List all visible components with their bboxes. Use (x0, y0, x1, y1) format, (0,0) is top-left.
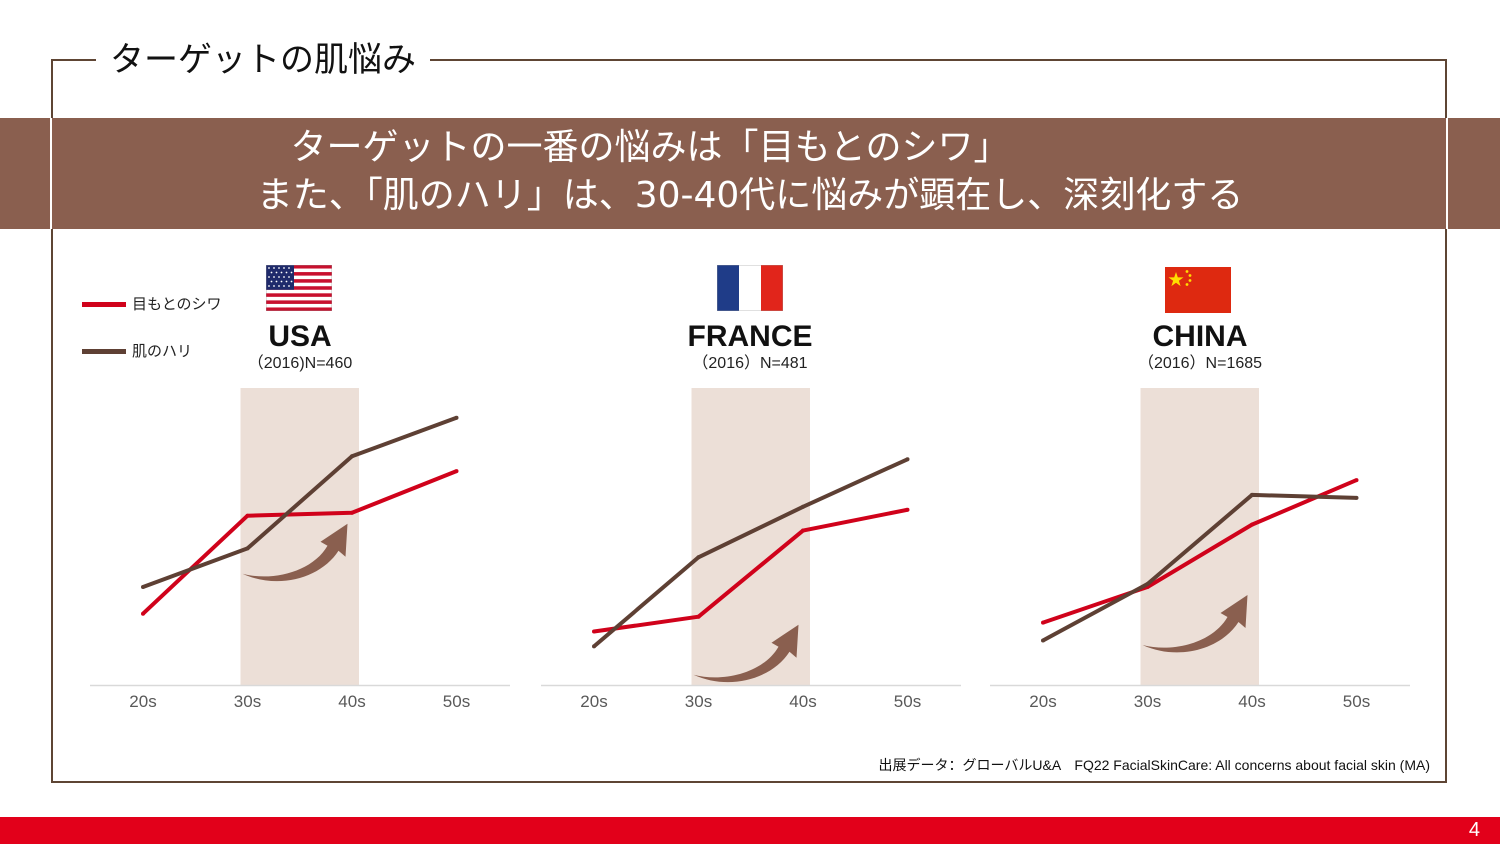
data-point (454, 415, 459, 420)
country-sample: （2016)N=460 (247, 355, 353, 372)
data-point (1145, 582, 1150, 587)
legend-swatch-firmness (82, 349, 126, 354)
data-point (592, 629, 596, 634)
data-point (801, 504, 805, 509)
x-tick-label: 50s (1343, 692, 1370, 711)
legend-item-wrinkle: 目もとのシワ (82, 294, 222, 314)
legend-item-firmness: 肌のハリ (82, 341, 192, 361)
france-flag-icon (717, 265, 783, 311)
data-point (801, 528, 805, 533)
content-frame (51, 59, 1447, 783)
country-header-france: FRANCE （2016）N=481 (630, 320, 870, 374)
data-point (454, 469, 459, 474)
series-line-firmness (592, 457, 909, 648)
data-point (1354, 478, 1359, 483)
data-point (1041, 638, 1045, 643)
x-tick-label: 30s (234, 692, 261, 711)
series-line-wrinkle (593, 507, 908, 634)
china-line-chart: 20s 30s 40s 50s (990, 388, 1410, 711)
trend-arrow-icon (1142, 594, 1248, 653)
trend-arrow-shape (693, 624, 799, 683)
x-tick-label: 20s (129, 692, 156, 711)
country-header-china: CHINA （2016）N=1685 (1080, 320, 1320, 374)
x-tick-label: 40s (338, 692, 365, 711)
usa-line-chart: 20s 30s 40s 50s (90, 388, 510, 711)
data-point (1354, 495, 1359, 500)
country-name: USA (268, 320, 332, 353)
data-point (592, 644, 596, 649)
x-tick-label: 40s (1238, 692, 1265, 711)
data-point (141, 611, 145, 616)
country-header-usa: USA （2016)N=460 (180, 320, 420, 374)
data-point (141, 584, 145, 589)
series-line-wrinkle (1042, 478, 1358, 625)
trend-arrow-icon (242, 523, 348, 582)
series-line-firmness (1042, 492, 1357, 643)
data-point (245, 513, 250, 518)
trend-arrow-shape (242, 523, 348, 582)
headline-line-1: ターゲットの一番の悩みは「目もとのシワ」 (290, 127, 1010, 168)
banner-left-tick (50, 118, 52, 229)
data-point (1041, 620, 1045, 625)
legend-label-firmness: 肌のハリ (132, 342, 193, 360)
x-tick-label: 50s (443, 692, 470, 711)
data-source-note: 出展データ：グローバルU&A FQ22 FacialSkinCare: All … (878, 757, 1430, 773)
france-line-chart: 20s 30s 40s 50s (541, 388, 961, 711)
data-point (350, 510, 354, 515)
series-line-firmness (142, 415, 458, 589)
headline-banner: ターゲットの一番の悩みは「目もとのシワ」 また、「肌のハリ」は、30-40代に悩… (0, 118, 1500, 229)
legend-swatch-wrinkle (82, 302, 126, 307)
country-name: CHINA (1152, 320, 1248, 353)
data-point (1250, 492, 1254, 497)
country-sample: （2016）N=1685 (1137, 355, 1263, 372)
legend-label-wrinkle: 目もとのシワ (132, 295, 222, 313)
series-line-wrinkle (141, 469, 458, 616)
slide-title: ターゲットの肌悩み (96, 38, 430, 82)
x-tick-label: 20s (1029, 692, 1056, 711)
china-flag-icon (1165, 267, 1231, 313)
trend-arrow-icon (693, 624, 799, 683)
usa-flag-icon (266, 265, 332, 311)
highlight-band (1140, 388, 1259, 685)
data-point (905, 507, 910, 512)
x-tick-label: 20s (580, 692, 607, 711)
banner-right-tick (1446, 118, 1448, 229)
x-tick-label: 30s (1134, 692, 1161, 711)
headline-line-2: また、「肌のハリ」は、30-40代に悩みが顕在し、深刻化する (256, 175, 1244, 216)
x-tick-label: 30s (685, 692, 712, 711)
data-point (905, 457, 910, 462)
data-point (696, 614, 701, 619)
trend-arrow-shape (1142, 594, 1248, 653)
x-tick-label: 40s (789, 692, 816, 711)
footer-bar (0, 817, 1500, 844)
x-tick-label: 50s (894, 692, 921, 711)
page-number: 4 (1468, 819, 1480, 841)
country-sample: （2016）N=481 (692, 355, 808, 372)
data-point (245, 546, 250, 551)
data-point (696, 555, 701, 560)
country-name: FRANCE (687, 320, 813, 353)
data-point (1250, 522, 1254, 527)
data-point (350, 454, 354, 459)
